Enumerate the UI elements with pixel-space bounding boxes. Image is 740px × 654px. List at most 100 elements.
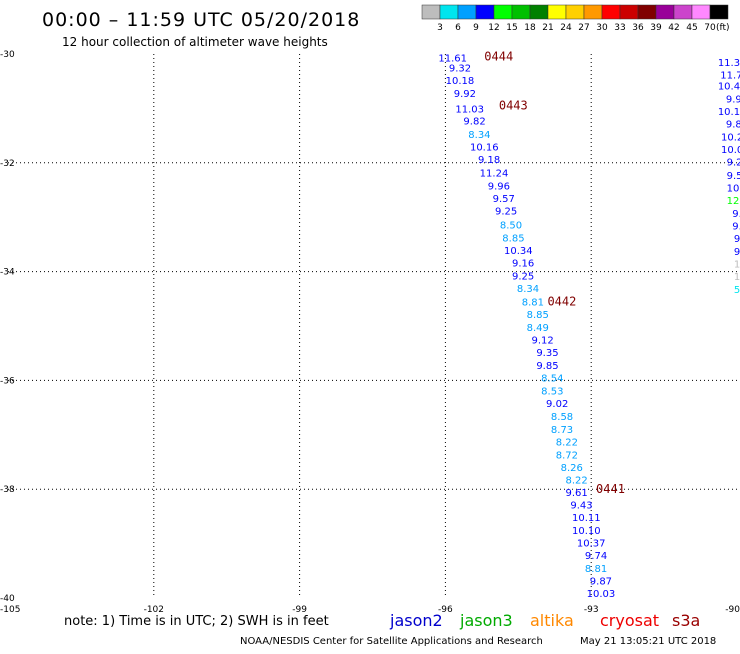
latitude-tick-label: -30 (0, 50, 15, 60)
color-swatch (709, 4, 729, 20)
swh-value: 8.85 (502, 233, 524, 244)
swh-value: 10.45 (718, 82, 740, 93)
longitude-tick-label: -105 (0, 605, 20, 615)
color-scale-label: 30 (596, 23, 608, 33)
latitude-tick-label: -38 (0, 485, 15, 495)
swh-value: 8.73 (551, 425, 573, 436)
swh-value: 10.16 (470, 142, 499, 153)
swh-value: 9.92 (454, 89, 476, 100)
swh-value: 8.50 (500, 220, 522, 231)
longitude-tick-label: -93 (584, 605, 599, 615)
swh-value: 9 (734, 247, 740, 258)
color-swatch (547, 4, 567, 20)
swh-value: 9.61 (565, 488, 587, 499)
swh-value: 8.58 (551, 412, 573, 423)
color-swatch (673, 4, 693, 20)
color-swatch (475, 4, 495, 20)
color-swatch (691, 4, 711, 20)
color-swatch (511, 4, 531, 20)
swh-value: 10.15 (718, 107, 740, 118)
swh-value: 8.26 (561, 463, 583, 474)
generated-timestamp: May 21 13:05:21 UTC 2018 (580, 636, 716, 647)
map-subtitle: 12 hour collection of altimeter wave hei… (62, 35, 328, 49)
color-swatch (493, 4, 513, 20)
longitude-tick-label: -102 (144, 605, 164, 615)
longitude-tick-label: -99 (292, 605, 307, 615)
swh-value: 9.2 (727, 158, 740, 169)
swh-value: 1 (734, 272, 740, 283)
lat-lon-grid (8, 54, 737, 598)
swh-value: 9. (732, 221, 740, 232)
swh-value: 10.03 (587, 589, 616, 600)
swh-value: 8.85 (527, 310, 549, 321)
swh-value: 8.81 (585, 564, 607, 575)
color-swatch (421, 4, 441, 20)
swh-value: 10.34 (504, 246, 533, 257)
swh-value: 11.24 (480, 169, 509, 180)
swh-value: 8.72 (556, 450, 578, 461)
pass-labels: 0444 0443 0442 0441 (484, 50, 625, 496)
swh-value: 8.81 (522, 298, 544, 309)
swh-value: 9.5 (727, 171, 740, 182)
latitude-tick-label: -40 (0, 594, 15, 604)
color-scale-label: 6 (455, 23, 461, 33)
swh-value: 9.57 (493, 194, 515, 205)
swh-value: 9.02 (546, 399, 568, 410)
latitude-tick-labels: -30 -32 -34 -36 -38 -40 (0, 50, 15, 604)
longitude-tick-label: -90 (725, 605, 740, 615)
swh-value: 10.0 (721, 145, 740, 156)
swh-value: 11.76 (720, 71, 740, 82)
longitude-tick-label: -96 (438, 605, 453, 615)
latitude-tick-label: -32 (0, 159, 15, 169)
swh-value: 9. (732, 209, 740, 220)
color-swatch (565, 4, 585, 20)
color-scale-label: 12 (488, 23, 499, 33)
swh-value: 11.03 (455, 104, 484, 115)
longitude-tick-labels: -105 -102 -99 -96 -93 -90 (0, 605, 740, 615)
pass-number-label: 0442 (547, 295, 576, 309)
swh-value: 9.25 (512, 271, 534, 282)
color-swatch (601, 4, 621, 20)
color-scale-label: 21 (542, 23, 553, 33)
swh-value: 9.16 (512, 258, 534, 269)
color-scale-label: 24 (560, 23, 572, 33)
swh-value: 9.12 (531, 336, 553, 347)
swh-value: 11.35 (718, 58, 740, 69)
color-scale-label: 27 (578, 23, 589, 33)
swh-value: 9.82 (463, 116, 485, 127)
swh-value: 1 (734, 259, 740, 270)
units-note: note: 1) Time is in UTC; 2) SWH is in fe… (64, 614, 329, 629)
satellite-legend-jason3: jason3 (459, 611, 513, 630)
color-scale-label: 18 (524, 23, 536, 33)
satellite-legend-jason2: jason2 (389, 611, 443, 630)
swh-value: 10.18 (446, 76, 475, 87)
swh-value: 11.61 (438, 53, 467, 64)
swh-value: 8.22 (565, 475, 587, 486)
swh-value: 9.96 (488, 182, 510, 193)
swh-value: 9.35 (536, 348, 558, 359)
swh-value: 9.83 (726, 120, 740, 131)
swh-value: 9.18 (478, 155, 500, 166)
color-swatch (439, 4, 459, 20)
satellite-legend: jason2 jason3 altika cryosat s3a (389, 611, 700, 630)
color-swatch (637, 4, 657, 20)
swh-value: 9.25 (495, 207, 517, 218)
swh-value: 8.49 (527, 323, 549, 334)
swh-value: 12. (727, 196, 740, 207)
color-scale-label: 3 (437, 23, 443, 33)
latitude-tick-label: -34 (0, 268, 15, 278)
latitude-tick-label: -36 (0, 376, 15, 386)
color-scale-label: 9 (473, 23, 479, 33)
color-scale-unit: (ft) (716, 23, 730, 33)
satellite-legend-altika: altika (530, 611, 574, 630)
swh-value: 8.53 (541, 387, 563, 398)
wave-height-tracks: 11.619.3210.189.9211.039.828.3410.169.18… (438, 53, 740, 600)
pass-number-label: 0444 (484, 50, 513, 64)
swh-value: 9.99 (726, 95, 740, 106)
color-scale-label: 42 (668, 23, 679, 33)
satellite-legend-cryosat: cryosat (600, 611, 659, 630)
swh-value: 5 (734, 285, 740, 296)
color-scale-label: 39 (650, 23, 662, 33)
color-scale-label: 36 (632, 23, 644, 33)
